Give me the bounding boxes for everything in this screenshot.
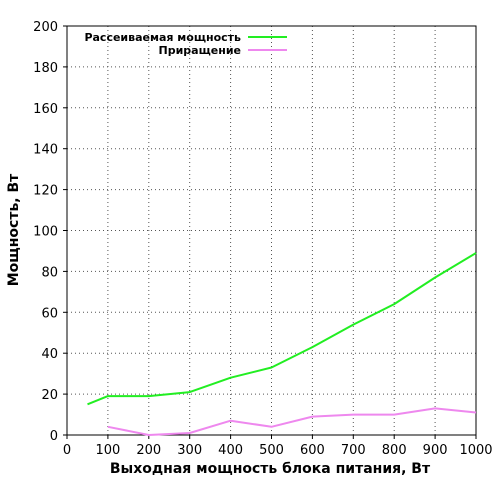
y-tick-label: 200 bbox=[33, 20, 58, 35]
series-line-1 bbox=[87, 252, 477, 406]
y-tick-label: 20 bbox=[41, 388, 58, 403]
x-tick-label: 500 bbox=[259, 443, 284, 458]
y-tick-label: 0 bbox=[50, 429, 58, 444]
x-tick-label: 300 bbox=[177, 443, 202, 458]
x-tick-label: 100 bbox=[95, 443, 120, 458]
grid-lines bbox=[67, 25, 477, 435]
y-tick-label: 160 bbox=[33, 102, 58, 117]
y-tick-label: 180 bbox=[33, 61, 58, 76]
x-axis-title: Выходная мощность блока питания, Вт bbox=[110, 461, 431, 477]
x-tick-label: 1000 bbox=[459, 443, 492, 458]
y-axis-ticks: 0 20 40 60 80 100 120 140 160 180 200 bbox=[33, 20, 67, 444]
y-tick-label: 120 bbox=[33, 184, 58, 199]
x-tick-label: 900 bbox=[423, 443, 448, 458]
data-series bbox=[87, 252, 477, 436]
y-tick-label: 40 bbox=[41, 347, 58, 362]
x-tick-label: 0 bbox=[63, 443, 71, 458]
x-tick-label: 800 bbox=[382, 443, 407, 458]
x-axis-ticks: 0 100 200 300 400 500 600 700 800 900 1000 bbox=[63, 435, 493, 458]
legend-label-1: Рассеиваемая мощность bbox=[84, 31, 241, 44]
legend-label-2: Приращение bbox=[159, 44, 241, 57]
y-tick-label: 140 bbox=[33, 143, 58, 158]
x-tick-label: 600 bbox=[300, 443, 325, 458]
x-tick-label: 700 bbox=[341, 443, 366, 458]
y-tick-label: 100 bbox=[33, 225, 58, 240]
y-tick-label: 60 bbox=[41, 306, 58, 321]
x-tick-label: 200 bbox=[136, 443, 161, 458]
series-line-2 bbox=[107, 407, 477, 436]
y-axis-title: Мощность, Вт bbox=[6, 173, 22, 286]
x-tick-label: 400 bbox=[218, 443, 243, 458]
y-tick-label: 80 bbox=[41, 265, 58, 280]
